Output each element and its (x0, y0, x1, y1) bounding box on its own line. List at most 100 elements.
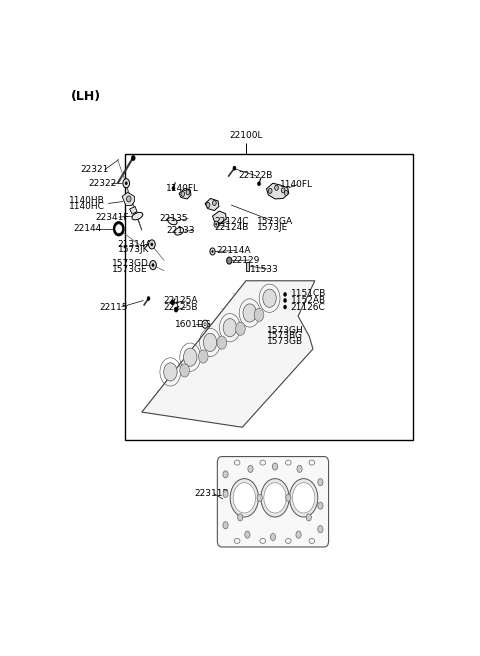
Circle shape (268, 188, 272, 194)
Circle shape (243, 304, 256, 322)
Circle shape (263, 289, 276, 307)
Circle shape (132, 155, 135, 161)
Circle shape (223, 471, 228, 478)
Circle shape (150, 260, 156, 270)
Circle shape (152, 264, 154, 266)
Ellipse shape (132, 213, 143, 220)
Circle shape (227, 257, 232, 264)
Polygon shape (179, 188, 191, 199)
Circle shape (270, 533, 276, 541)
Circle shape (174, 307, 178, 312)
Circle shape (127, 196, 131, 202)
Text: (LH): (LH) (71, 90, 101, 103)
Circle shape (245, 531, 250, 538)
Text: 22114A: 22114A (216, 246, 251, 255)
Text: 1573JK: 1573JK (118, 245, 149, 255)
Circle shape (204, 333, 217, 352)
Text: 1573GE: 1573GE (112, 264, 148, 274)
Circle shape (230, 479, 258, 517)
Circle shape (284, 305, 287, 309)
Text: 22124B: 22124B (215, 223, 249, 232)
Circle shape (172, 186, 175, 190)
Circle shape (261, 479, 289, 517)
Text: 22311B: 22311B (194, 489, 228, 499)
Circle shape (212, 251, 213, 253)
Circle shape (318, 525, 323, 533)
Circle shape (258, 182, 261, 186)
Circle shape (292, 483, 315, 513)
Circle shape (281, 188, 285, 193)
Circle shape (318, 479, 323, 485)
Ellipse shape (260, 539, 265, 543)
Text: 1573GD: 1573GD (112, 259, 149, 268)
Circle shape (116, 225, 122, 233)
Circle shape (238, 514, 243, 521)
Text: 1573BG: 1573BG (266, 331, 302, 340)
Circle shape (114, 222, 124, 236)
Ellipse shape (309, 539, 314, 543)
Circle shape (284, 190, 288, 195)
Circle shape (257, 495, 262, 501)
Ellipse shape (175, 228, 183, 235)
Ellipse shape (234, 460, 240, 465)
Circle shape (289, 479, 318, 517)
Circle shape (210, 248, 215, 255)
Text: 22341F: 22341F (96, 213, 129, 222)
Text: 22133: 22133 (166, 226, 194, 235)
Polygon shape (130, 207, 137, 214)
Circle shape (223, 491, 228, 497)
Polygon shape (213, 211, 226, 223)
Ellipse shape (309, 460, 314, 465)
Circle shape (297, 465, 302, 472)
Circle shape (275, 185, 278, 190)
Circle shape (180, 364, 190, 377)
Circle shape (123, 178, 130, 188)
Text: 1140HC: 1140HC (69, 201, 105, 211)
Text: 22321: 22321 (81, 165, 109, 174)
Circle shape (233, 483, 255, 513)
Text: 22122B: 22122B (239, 171, 273, 180)
Text: 1573JE: 1573JE (257, 223, 288, 232)
Text: 22100L: 22100L (229, 131, 263, 140)
Circle shape (306, 514, 312, 521)
Circle shape (206, 203, 210, 207)
Circle shape (198, 350, 208, 363)
Text: 22135: 22135 (159, 214, 188, 223)
Polygon shape (266, 183, 289, 199)
Circle shape (273, 463, 277, 470)
Circle shape (318, 502, 323, 509)
Ellipse shape (260, 460, 265, 465)
Polygon shape (142, 281, 315, 427)
Text: 1573GA: 1573GA (257, 216, 293, 226)
Text: 1140HB: 1140HB (69, 196, 105, 205)
Circle shape (125, 182, 127, 185)
Text: 22125A: 22125A (163, 297, 198, 306)
Text: 1601DG: 1601DG (175, 320, 212, 329)
Text: 1152AB: 1152AB (290, 296, 326, 305)
Circle shape (164, 363, 177, 381)
Circle shape (202, 320, 208, 328)
Circle shape (248, 465, 253, 472)
Circle shape (148, 240, 155, 249)
Ellipse shape (286, 539, 291, 543)
Circle shape (264, 483, 286, 513)
Text: 22115: 22115 (99, 302, 128, 312)
Circle shape (181, 192, 185, 196)
Circle shape (254, 308, 264, 321)
Text: 11533: 11533 (250, 264, 278, 274)
Text: 22129: 22129 (231, 256, 260, 264)
Text: 21314A: 21314A (118, 240, 152, 249)
Polygon shape (122, 192, 134, 205)
Text: 1151CB: 1151CB (290, 289, 326, 298)
Text: 22124C: 22124C (215, 216, 249, 226)
Bar (125, 155, 413, 440)
Ellipse shape (286, 460, 291, 465)
Circle shape (296, 531, 301, 538)
Text: 1573GH: 1573GH (266, 326, 303, 335)
Text: 1573GB: 1573GB (266, 337, 302, 346)
Circle shape (233, 166, 236, 170)
Circle shape (183, 348, 197, 366)
Circle shape (284, 298, 287, 302)
Text: 22144: 22144 (73, 224, 101, 234)
Circle shape (151, 243, 153, 246)
